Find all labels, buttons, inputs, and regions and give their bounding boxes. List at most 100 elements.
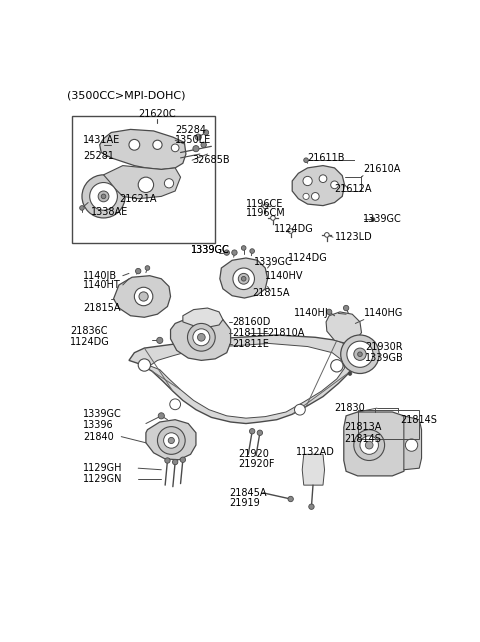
Text: 21815A: 21815A: [252, 288, 289, 298]
Text: 21814S: 21814S: [400, 415, 437, 425]
Circle shape: [197, 333, 205, 341]
Circle shape: [303, 193, 309, 200]
Circle shape: [138, 359, 151, 371]
Circle shape: [139, 292, 148, 301]
Circle shape: [304, 158, 308, 162]
Circle shape: [238, 273, 249, 284]
Circle shape: [331, 181, 338, 189]
Text: 21621A: 21621A: [119, 194, 156, 204]
Circle shape: [358, 352, 362, 356]
Bar: [358, 410, 419, 439]
Text: 21840: 21840: [83, 431, 113, 442]
Circle shape: [134, 287, 153, 306]
Text: 1124DG: 1124DG: [288, 253, 328, 263]
Text: 13396: 13396: [83, 420, 113, 430]
Circle shape: [165, 458, 170, 463]
Polygon shape: [292, 166, 345, 205]
Text: 21836C: 21836C: [71, 326, 108, 336]
Circle shape: [365, 441, 373, 449]
Polygon shape: [150, 343, 345, 418]
Text: 21811F: 21811F: [232, 327, 268, 338]
Text: 1124DG: 1124DG: [71, 337, 110, 347]
Text: 21920F: 21920F: [238, 459, 275, 469]
Text: 1431AE: 1431AE: [83, 135, 120, 145]
Text: 1339GB: 1339GB: [365, 353, 404, 363]
Text: 21813A: 21813A: [345, 422, 382, 433]
Polygon shape: [344, 412, 406, 476]
Text: 1140HG: 1140HG: [364, 308, 403, 318]
Text: 1338AE: 1338AE: [90, 207, 128, 217]
Circle shape: [312, 193, 319, 200]
Polygon shape: [170, 316, 230, 360]
Circle shape: [257, 430, 263, 435]
Circle shape: [326, 309, 332, 315]
Text: 1123LD: 1123LD: [335, 232, 372, 242]
Polygon shape: [302, 455, 324, 485]
Circle shape: [354, 429, 384, 460]
Polygon shape: [129, 335, 355, 424]
Circle shape: [203, 130, 209, 135]
Circle shape: [180, 457, 186, 462]
Circle shape: [172, 459, 178, 465]
Circle shape: [224, 250, 229, 256]
Circle shape: [135, 268, 141, 273]
Text: 1339GC: 1339GC: [191, 245, 229, 256]
Text: 21810A: 21810A: [267, 327, 305, 338]
Circle shape: [288, 229, 293, 233]
Circle shape: [250, 429, 255, 434]
Polygon shape: [183, 308, 223, 327]
Text: 1339GC: 1339GC: [363, 214, 402, 225]
Text: 21620C: 21620C: [139, 109, 176, 119]
Circle shape: [145, 266, 150, 270]
Text: 1196CM: 1196CM: [246, 209, 286, 218]
Circle shape: [288, 496, 293, 501]
Text: 1124DG: 1124DG: [274, 225, 313, 234]
Circle shape: [348, 372, 352, 376]
Polygon shape: [104, 166, 180, 199]
Circle shape: [343, 306, 349, 311]
Text: 1140HV: 1140HV: [265, 271, 304, 281]
Polygon shape: [146, 420, 196, 460]
Text: 1140HT: 1140HT: [83, 280, 120, 290]
Polygon shape: [404, 416, 421, 470]
Circle shape: [195, 134, 201, 140]
Circle shape: [241, 246, 246, 250]
Circle shape: [171, 144, 179, 152]
Text: 21830: 21830: [335, 403, 365, 413]
Circle shape: [158, 413, 164, 419]
Text: 21610A: 21610A: [363, 164, 400, 175]
Circle shape: [164, 178, 174, 188]
Text: 32685B: 32685B: [192, 155, 230, 165]
Text: 1129GH: 1129GH: [83, 463, 122, 473]
Circle shape: [188, 324, 215, 351]
Circle shape: [98, 191, 109, 202]
Circle shape: [241, 277, 246, 281]
Circle shape: [309, 504, 314, 509]
Circle shape: [233, 268, 254, 290]
Circle shape: [156, 337, 163, 343]
Circle shape: [295, 404, 305, 415]
Circle shape: [406, 439, 418, 451]
Text: 21845A: 21845A: [229, 488, 266, 498]
Circle shape: [129, 139, 140, 150]
Text: 25284: 25284: [175, 125, 206, 135]
Circle shape: [168, 437, 174, 444]
Text: 28160D: 28160D: [232, 317, 271, 327]
Circle shape: [324, 232, 329, 237]
Circle shape: [164, 433, 179, 448]
Circle shape: [157, 427, 185, 455]
Polygon shape: [326, 312, 361, 343]
Circle shape: [82, 175, 125, 218]
Circle shape: [80, 205, 84, 210]
Polygon shape: [220, 258, 267, 298]
Circle shape: [153, 140, 162, 150]
Circle shape: [354, 348, 366, 360]
Text: 1132AD: 1132AD: [296, 447, 335, 457]
Circle shape: [347, 341, 373, 367]
Text: 1350LE: 1350LE: [175, 135, 211, 145]
Text: 21611B: 21611B: [308, 153, 345, 163]
Polygon shape: [100, 130, 186, 169]
Circle shape: [170, 399, 180, 410]
Circle shape: [90, 182, 118, 210]
Text: 1339GC: 1339GC: [254, 257, 292, 267]
